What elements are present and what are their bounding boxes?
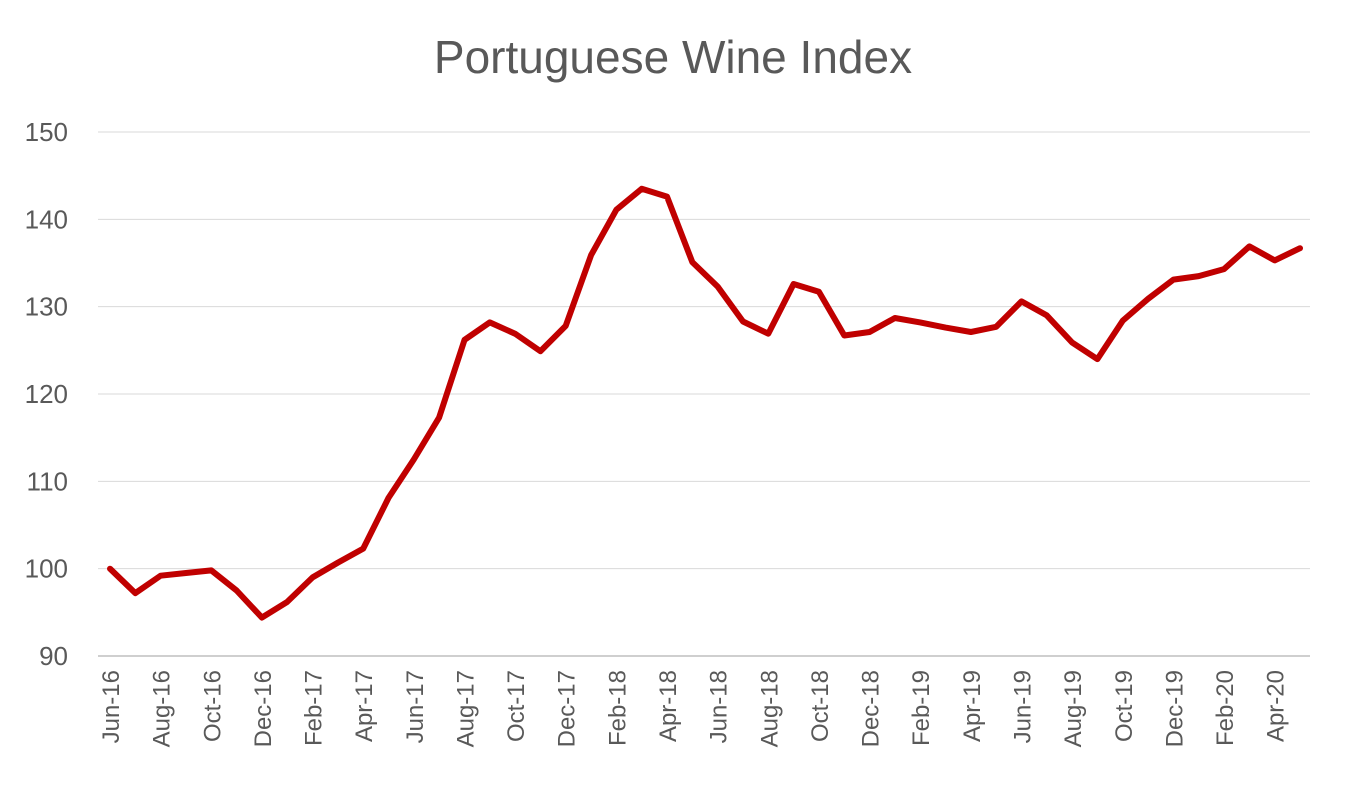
x-tick-label: Feb-20 xyxy=(1212,670,1239,746)
x-tick-label: Jun-18 xyxy=(706,670,733,743)
y-axis: 90 100 110 120 130 140 150 xyxy=(25,117,68,671)
x-tick-label: Dec-19 xyxy=(1161,670,1188,747)
x-tick-label: Aug-17 xyxy=(452,670,479,747)
x-tick-label: Apr-19 xyxy=(959,670,986,742)
x-tick-label: Dec-18 xyxy=(858,670,885,747)
series-line xyxy=(107,185,1303,621)
series-group xyxy=(107,185,1303,621)
x-tick-label: Aug-18 xyxy=(756,670,783,747)
x-tick-label: Aug-16 xyxy=(149,670,176,747)
x-tick-label: Oct-17 xyxy=(503,670,530,742)
y-tick-label: 110 xyxy=(27,466,68,496)
x-tick-label: Jun-16 xyxy=(98,670,125,743)
x-tick-label: Apr-18 xyxy=(655,670,682,742)
y-tick-label: 90 xyxy=(39,641,68,671)
x-tick-label: Feb-17 xyxy=(301,670,328,746)
y-tick-label: 150 xyxy=(25,117,68,147)
x-tick-label: Feb-18 xyxy=(604,670,631,746)
x-tick-label: Aug-19 xyxy=(1060,670,1087,747)
x-tick-label: Apr-20 xyxy=(1263,670,1290,742)
y-tick-label: 120 xyxy=(25,379,68,409)
x-tick-label: Feb-19 xyxy=(908,670,935,746)
x-tick-label: Jun-19 xyxy=(1009,670,1036,743)
x-tick-label: Oct-18 xyxy=(807,670,834,742)
x-axis: Jun-16 Aug-16 Oct-16 Dec-16 Feb-17 Apr-17 Jun-… xyxy=(98,670,1290,747)
chart-title: Portuguese Wine Index xyxy=(433,31,913,83)
y-tick-label: 130 xyxy=(25,292,68,322)
x-tick-label: Dec-16 xyxy=(250,670,277,747)
gridlines xyxy=(98,131,1310,657)
x-tick-label: Oct-19 xyxy=(1111,670,1138,742)
y-tick-label: 140 xyxy=(25,204,68,234)
x-tick-label: Jun-17 xyxy=(402,670,429,743)
x-tick-label: Apr-17 xyxy=(351,670,378,742)
y-tick-label: 100 xyxy=(25,554,68,584)
x-tick-label: Oct-16 xyxy=(199,670,226,742)
x-tick-label: Dec-17 xyxy=(554,670,581,747)
